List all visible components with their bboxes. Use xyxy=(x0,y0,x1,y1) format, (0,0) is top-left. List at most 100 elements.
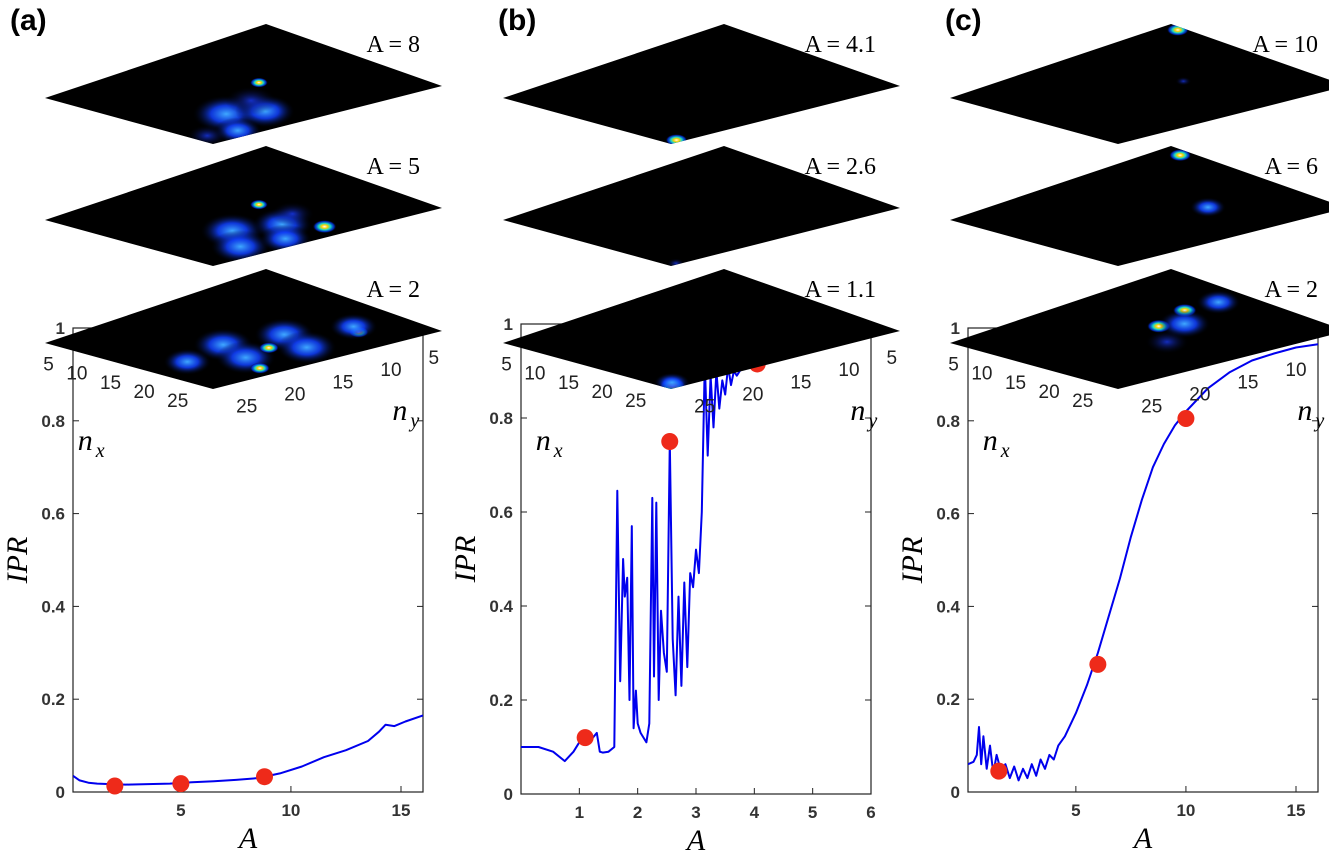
nx-tick-label: 15 xyxy=(1005,373,1026,394)
inset-stack-2: A = 4.1 A = 2.6 A = 1.1 5 10 15 20 25 25 20 15 10 5 n… xyxy=(501,24,900,462)
x-tick-label: 5 xyxy=(1071,801,1080,820)
nx-tick-label: 5 xyxy=(43,354,54,375)
nx-tick-label: 25 xyxy=(625,391,646,412)
heatmap-intensity xyxy=(653,372,690,389)
y-tick-label: 0.2 xyxy=(936,690,960,709)
intensity-spot xyxy=(1166,24,1189,36)
ipr-marker xyxy=(1089,655,1107,673)
nx-tick-label: 10 xyxy=(66,364,87,385)
intensity-spot xyxy=(249,77,268,88)
intensity-spot xyxy=(329,313,378,340)
nx-axis-label: n xyxy=(536,424,551,457)
y-axis-label: IPR xyxy=(1,537,34,585)
panel-label: (a) xyxy=(10,4,47,37)
heatmap-plane-surface xyxy=(950,24,1329,144)
y-tick-label: 0.2 xyxy=(489,691,513,710)
ipr-marker xyxy=(1177,409,1195,427)
intensity-spot xyxy=(1169,149,1192,162)
intensity-spot xyxy=(1196,290,1241,315)
x-tick-label: 10 xyxy=(1176,801,1195,820)
nx-axis-label: n xyxy=(983,424,998,457)
x-axis-label: A xyxy=(1132,822,1153,855)
heatmap-intensity xyxy=(187,77,296,144)
ny-axis-subscript: y xyxy=(866,410,877,432)
nx-tick-label: 15 xyxy=(558,373,579,394)
heatmap-plane-surface xyxy=(45,269,442,389)
nx-tick-label: 5 xyxy=(948,354,959,375)
inset-a-label: A = 10 xyxy=(1252,32,1318,58)
nx-tick-label: 10 xyxy=(971,364,992,385)
intensity-spot xyxy=(666,258,685,266)
nx-axis-subscript: x xyxy=(553,440,563,462)
ny-tick-label: 5 xyxy=(887,348,898,369)
ipr-marker xyxy=(990,762,1008,780)
panel-label: (c) xyxy=(945,4,982,37)
x-tick-label: 5 xyxy=(176,801,185,820)
ny-axis-label: n xyxy=(850,394,865,427)
ny-tick-label: 20 xyxy=(742,385,763,406)
ipr-marker xyxy=(256,768,274,786)
nx-tick-label: 20 xyxy=(134,382,155,403)
y-tick-label: 0 xyxy=(56,783,65,802)
inset-a-label: A = 2 xyxy=(1264,277,1318,303)
y-tick-label: 0 xyxy=(504,785,513,804)
y-tick-label: 0.6 xyxy=(489,503,513,522)
ny-tick-label: 20 xyxy=(1189,385,1210,406)
nx-tick-label: 20 xyxy=(1039,382,1060,403)
x-tick-label: 6 xyxy=(866,803,875,822)
heatmap-intensity xyxy=(1169,149,1226,218)
heatmap-intensity xyxy=(200,199,337,264)
inset-a-label: A = 2.6 xyxy=(804,154,876,180)
x-tick-label: 2 xyxy=(633,803,642,822)
ny-tick-label: 10 xyxy=(1285,360,1306,381)
y-tick-label: 0.6 xyxy=(936,505,960,524)
y-tick-label: 0.2 xyxy=(41,690,65,709)
nx-axis-subscript: x xyxy=(1000,440,1010,462)
intensity-spot xyxy=(210,230,271,264)
y-tick-label: 1 xyxy=(56,319,65,338)
ny-tick-label: 15 xyxy=(1237,372,1258,393)
intensity-spot xyxy=(258,342,279,354)
intensity-spot xyxy=(259,224,312,254)
heatmap-plane xyxy=(45,146,442,266)
intensity-spot xyxy=(225,86,277,115)
intensity-spot xyxy=(1175,76,1192,86)
ny-axis-label: n xyxy=(392,394,407,427)
y-tick-label: 0.4 xyxy=(936,597,960,616)
inset-a-label: A = 5 xyxy=(366,154,420,180)
heatmap-plane xyxy=(950,269,1329,389)
ipr-marker xyxy=(576,729,594,747)
y-tick-label: 0.4 xyxy=(41,597,65,616)
heatmap-plane xyxy=(950,146,1329,266)
y-tick-label: 0.8 xyxy=(936,412,960,431)
inset-a-label: A = 1.1 xyxy=(804,277,876,303)
intensity-spot xyxy=(249,362,270,374)
nx-tick-label: 20 xyxy=(592,382,613,403)
intensity-spot xyxy=(312,220,337,234)
ny-tick-label: 15 xyxy=(332,372,353,393)
intensity-spot xyxy=(1189,197,1226,218)
x-axis-label: A xyxy=(237,822,258,855)
nx-tick-label: 5 xyxy=(501,354,512,375)
heatmap-plane-surface xyxy=(45,146,442,266)
intensity-spot xyxy=(653,372,690,389)
y-tick-label: 0.6 xyxy=(41,505,65,524)
y-tick-label: 1 xyxy=(504,315,513,334)
ny-tick-label: 20 xyxy=(284,385,305,406)
x-axis-label: A xyxy=(685,824,706,855)
y-tick-label: 1 xyxy=(951,319,960,338)
x-tick-label: 10 xyxy=(281,801,300,820)
inset-a-label: A = 6 xyxy=(1264,154,1318,180)
intensity-spot xyxy=(187,124,228,144)
ny-tick-label: 25 xyxy=(694,397,715,418)
heatmap-plane xyxy=(45,269,442,389)
inset-a-label: A = 2 xyxy=(366,277,420,303)
nx-axis-subscript: x xyxy=(95,440,105,462)
nx-tick-label: 25 xyxy=(167,391,188,412)
ny-axis-subscript: y xyxy=(408,410,419,432)
intensity-spot xyxy=(276,330,337,364)
